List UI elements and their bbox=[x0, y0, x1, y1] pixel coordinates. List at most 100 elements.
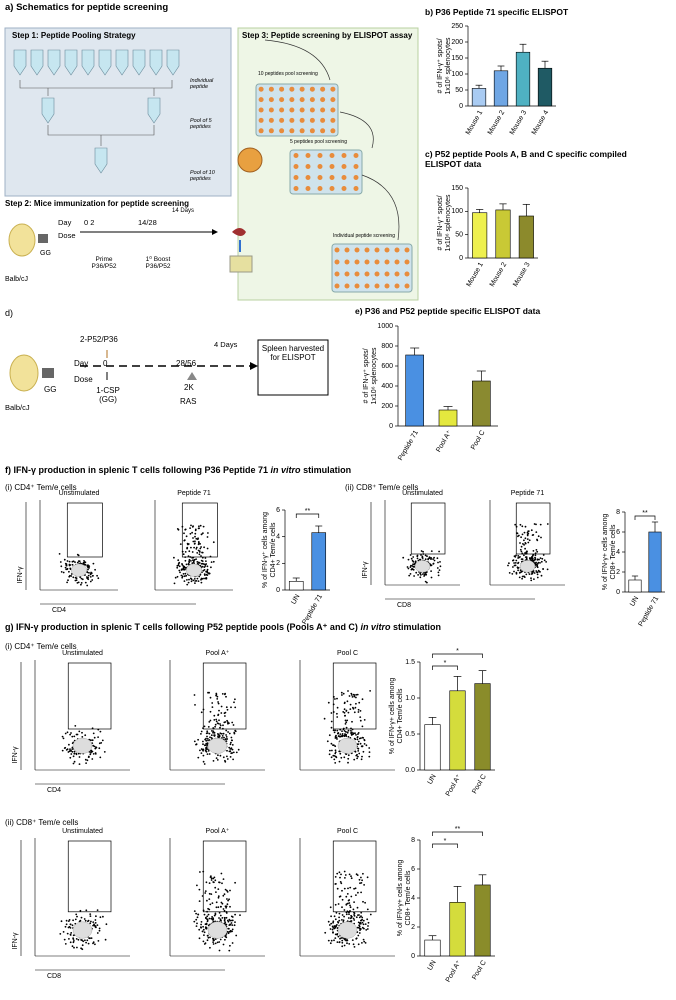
event-dot bbox=[222, 756, 225, 759]
event-dot bbox=[76, 733, 79, 736]
well bbox=[353, 186, 359, 191]
event-dot bbox=[433, 559, 436, 562]
significance-label: ** bbox=[642, 510, 648, 517]
x-tick-label: Pool A⁺ bbox=[445, 959, 463, 983]
event-dot bbox=[207, 726, 210, 728]
event-dot bbox=[225, 936, 228, 939]
label: 2K bbox=[184, 383, 194, 392]
event-dot bbox=[353, 919, 356, 921]
event-dot bbox=[359, 710, 362, 712]
event-dot bbox=[187, 581, 190, 584]
gate bbox=[410, 502, 446, 555]
event-dot bbox=[206, 547, 209, 550]
event-dot bbox=[60, 565, 63, 568]
event-dot bbox=[350, 732, 352, 734]
event-dot bbox=[360, 758, 363, 761]
well bbox=[293, 186, 299, 191]
event-dot bbox=[519, 556, 521, 558]
well bbox=[334, 283, 340, 289]
well bbox=[344, 247, 350, 253]
event-dot bbox=[192, 537, 194, 539]
event-dot bbox=[219, 726, 221, 729]
event-dot bbox=[96, 909, 99, 911]
event-dot bbox=[222, 732, 225, 735]
well bbox=[258, 97, 264, 103]
event-dot bbox=[340, 691, 343, 694]
tube bbox=[98, 49, 112, 76]
event-dot bbox=[201, 565, 204, 568]
event-dot bbox=[202, 928, 205, 931]
event-dot bbox=[360, 911, 363, 914]
event-dot bbox=[436, 567, 439, 569]
event-dot bbox=[352, 917, 355, 920]
event-dot bbox=[334, 729, 336, 732]
event-dot bbox=[418, 558, 421, 561]
event-dot bbox=[536, 566, 539, 569]
event-dot bbox=[205, 573, 208, 576]
event-dot bbox=[540, 560, 543, 563]
event-dot bbox=[77, 938, 80, 941]
event-dot bbox=[73, 752, 76, 755]
event-dot bbox=[208, 898, 211, 900]
event-dot bbox=[234, 706, 237, 709]
well bbox=[330, 97, 336, 103]
event-dot bbox=[209, 736, 211, 739]
event-dot bbox=[210, 917, 213, 920]
event-dot bbox=[334, 745, 337, 748]
event-dot bbox=[212, 881, 215, 883]
event-dot bbox=[64, 943, 67, 945]
y-axis-label: CD4+ Tem/e cells bbox=[397, 688, 404, 743]
event-dot bbox=[203, 763, 206, 765]
event-dot bbox=[197, 580, 200, 582]
event-dot bbox=[208, 732, 211, 735]
event-dot bbox=[102, 915, 104, 918]
event-dot bbox=[87, 576, 89, 579]
event-dot bbox=[514, 523, 517, 526]
event-dot bbox=[184, 572, 187, 575]
label: Day bbox=[74, 359, 89, 368]
event-dot bbox=[223, 736, 225, 739]
event-dot bbox=[332, 931, 334, 934]
event-dot bbox=[358, 914, 360, 916]
event-dot bbox=[207, 750, 210, 752]
chart-title: b) P36 Peptide 71 specific ELISPOT bbox=[425, 7, 569, 17]
event-dot bbox=[205, 560, 207, 562]
event-dot bbox=[210, 566, 212, 569]
event-dot bbox=[543, 559, 546, 562]
event-dot bbox=[198, 525, 200, 528]
event-dot bbox=[229, 923, 232, 926]
event-dot bbox=[217, 713, 220, 716]
event-dot bbox=[196, 922, 198, 925]
event-dot bbox=[219, 754, 222, 757]
event-dot bbox=[332, 921, 334, 924]
event-dot bbox=[341, 889, 343, 892]
event-dot bbox=[66, 560, 69, 562]
event-dot bbox=[355, 693, 358, 696]
event-dot bbox=[535, 570, 538, 572]
event-dot bbox=[64, 732, 67, 735]
event-dot bbox=[195, 925, 198, 927]
event-dot bbox=[533, 572, 536, 574]
label: 28/56 bbox=[176, 359, 197, 368]
event-dot bbox=[334, 762, 337, 764]
event-dot bbox=[358, 916, 361, 919]
step-title: Step 1: Peptide Pooling Strategy bbox=[12, 31, 136, 40]
event-dot bbox=[526, 551, 528, 553]
event-dot bbox=[211, 730, 213, 732]
x-tick-label: Mouse 3 bbox=[509, 109, 529, 136]
event-dot bbox=[416, 557, 419, 560]
event-dot bbox=[350, 914, 352, 917]
gate bbox=[202, 840, 247, 913]
event-dot bbox=[218, 709, 220, 712]
event-dot bbox=[226, 755, 228, 758]
event-dot bbox=[345, 913, 348, 916]
event-dot bbox=[198, 928, 201, 931]
event-dot bbox=[344, 730, 347, 733]
event-dot bbox=[521, 552, 524, 555]
event-dot bbox=[62, 931, 65, 933]
event-dot bbox=[88, 571, 90, 574]
event-dot bbox=[83, 918, 86, 920]
event-dot bbox=[333, 915, 336, 918]
event-dot bbox=[357, 921, 360, 924]
density-core bbox=[207, 921, 228, 939]
